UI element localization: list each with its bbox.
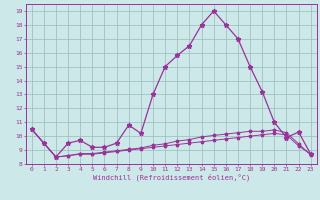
X-axis label: Windchill (Refroidissement éolien,°C): Windchill (Refroidissement éolien,°C) — [92, 173, 250, 181]
